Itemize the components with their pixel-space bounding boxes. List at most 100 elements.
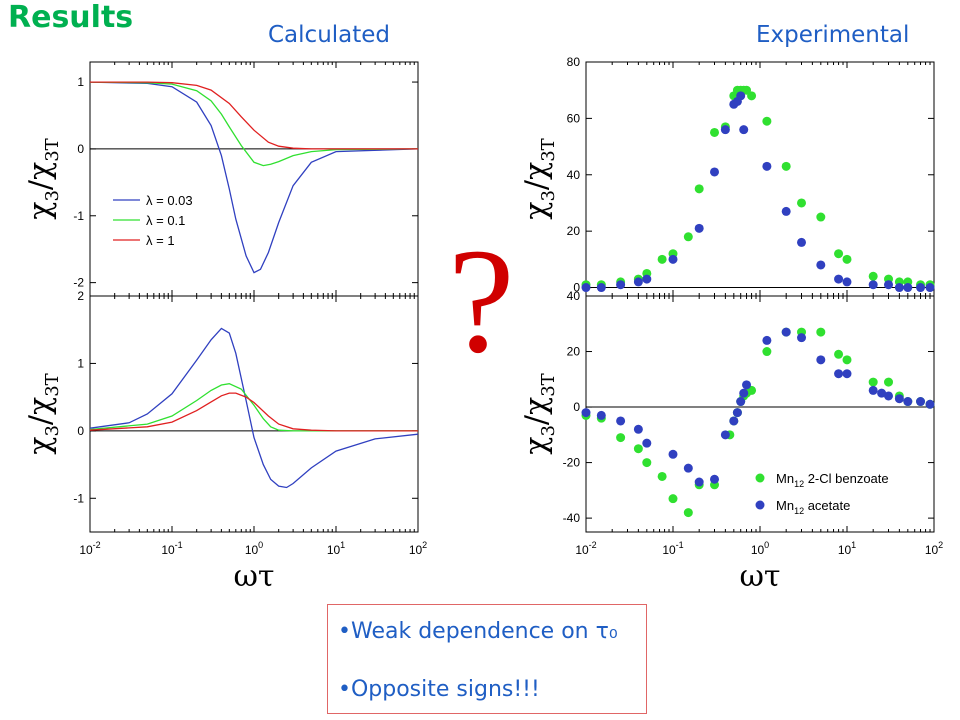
data-point-1 [668, 449, 678, 459]
data-point-1 [739, 388, 749, 398]
legend-label: λ = 1 [146, 233, 175, 248]
calculated-label: Calculated [268, 22, 391, 48]
data-point-0 [683, 508, 693, 518]
legend-label: λ = 0.1 [146, 213, 185, 228]
y-tick-label: 20 [567, 345, 581, 359]
y-tick-label: -40 [563, 511, 581, 525]
y-axis-label: χ3/χ3T [519, 138, 559, 219]
data-point-1 [720, 430, 730, 440]
slide-title: Results [8, 0, 134, 35]
data-point-1 [834, 274, 844, 284]
data-point-1 [916, 397, 926, 407]
data-point-0 [842, 254, 852, 264]
x-tick-label: 10-2 [575, 540, 596, 557]
data-point-0 [797, 198, 807, 208]
data-point-0 [816, 327, 826, 337]
data-point-1 [925, 399, 935, 409]
legend-label: Mn12 2-Cl benzoate [776, 471, 889, 489]
y-tick-label: 60 [567, 111, 581, 125]
data-point-1 [781, 327, 791, 337]
legend-label: Mn12 acetate [776, 498, 850, 516]
y-tick-label: 0 [573, 400, 580, 414]
y-axis-label: χ3/χ3T [519, 373, 559, 454]
note-opposite-signs: •Opposite signs!!! [338, 677, 540, 702]
panel-frame [585, 295, 935, 533]
note-weak-dependence: •Weak dependence on τ₀ [338, 619, 618, 644]
data-point-1 [816, 355, 826, 365]
x-tick-label: 101 [327, 540, 345, 557]
data-point-1 [762, 335, 772, 345]
data-point-1 [642, 274, 652, 284]
data-point-1 [633, 277, 643, 287]
y-tick-label: 0 [77, 424, 84, 438]
y-tick-label: 20 [567, 224, 581, 238]
panel-frame [89, 61, 419, 297]
question-mark: ? [448, 218, 515, 384]
notes-box: •Weak dependence on τ₀ •Opposite signs!!… [327, 604, 647, 714]
data-point-1 [894, 283, 904, 293]
y-tick-label: 0 [573, 281, 580, 295]
data-point-0 [633, 444, 643, 454]
data-point-1 [732, 408, 742, 418]
data-point-1 [736, 397, 746, 407]
data-point-1 [781, 206, 791, 216]
data-point-0 [816, 212, 826, 222]
data-point-1 [694, 477, 704, 487]
data-point-1 [868, 280, 878, 290]
data-point-1 [616, 416, 626, 426]
data-point-1 [710, 167, 720, 177]
data-point-1 [633, 424, 643, 434]
x-tick-label: 102 [409, 540, 427, 557]
legend-swatch [755, 473, 765, 483]
series-line-2 [90, 81, 418, 150]
data-point-1 [916, 283, 926, 293]
data-point-0 [657, 471, 667, 481]
y-tick-label: 0 [77, 142, 84, 156]
y-tick-label: -1 [73, 491, 84, 505]
y-tick-label: 1 [77, 356, 84, 370]
y-axis-label: χ3/χ3T [23, 373, 63, 454]
data-point-1 [877, 388, 887, 398]
experimental-label: Experimental [756, 22, 910, 48]
data-point-1 [884, 280, 894, 290]
data-point-1 [739, 125, 749, 135]
data-point-0 [683, 232, 693, 242]
panel-frame [89, 295, 419, 533]
data-point-0 [781, 161, 791, 171]
x-tick-label: 100 [245, 540, 263, 557]
data-point-1 [894, 394, 904, 404]
series-line-0 [89, 81, 419, 274]
series-line-1 [89, 81, 419, 167]
data-point-1 [842, 369, 852, 379]
series-line-2 [89, 392, 418, 432]
legend-label: λ = 0.03 [146, 193, 193, 208]
data-point-1 [797, 333, 807, 343]
x-tick-label: 10-2 [79, 540, 100, 557]
data-point-1 [729, 416, 739, 426]
x-tick-label: 101 [838, 540, 856, 557]
y-axis-label: χ3/χ3T [23, 138, 63, 219]
y-tick-label: -1 [73, 209, 84, 223]
data-point-0 [762, 116, 772, 126]
data-point-1 [720, 125, 730, 135]
data-point-1 [816, 260, 826, 270]
x-tick-label: 100 [751, 540, 769, 557]
panel-experimental-bottom: 40 20 0 -20 -40 10-2 10-1 100 101 102 χ3/χ3T ωτ Mn12… [519, 289, 943, 594]
data-point-0 [834, 249, 844, 259]
data-point-1 [642, 438, 652, 448]
data-point-1 [834, 369, 844, 379]
data-point-1 [581, 408, 591, 418]
data-point-0 [868, 271, 878, 281]
data-point-0 [710, 127, 720, 137]
y-tick-label: 80 [567, 55, 581, 69]
x-axis-label: ωτ [233, 559, 274, 594]
data-point-0 [616, 433, 626, 443]
data-point-1 [742, 380, 752, 390]
data-point-1 [903, 397, 913, 407]
panel-calculated-top: 1 0 -1 -2 χ3/χ3T λ = 0.03 λ = 0.1 λ = 1 [23, 61, 419, 297]
x-tick-label: 10-1 [161, 540, 182, 557]
x-tick-label: 102 [925, 540, 943, 557]
data-point-0 [657, 254, 667, 264]
y-tick-label: 40 [567, 168, 581, 182]
